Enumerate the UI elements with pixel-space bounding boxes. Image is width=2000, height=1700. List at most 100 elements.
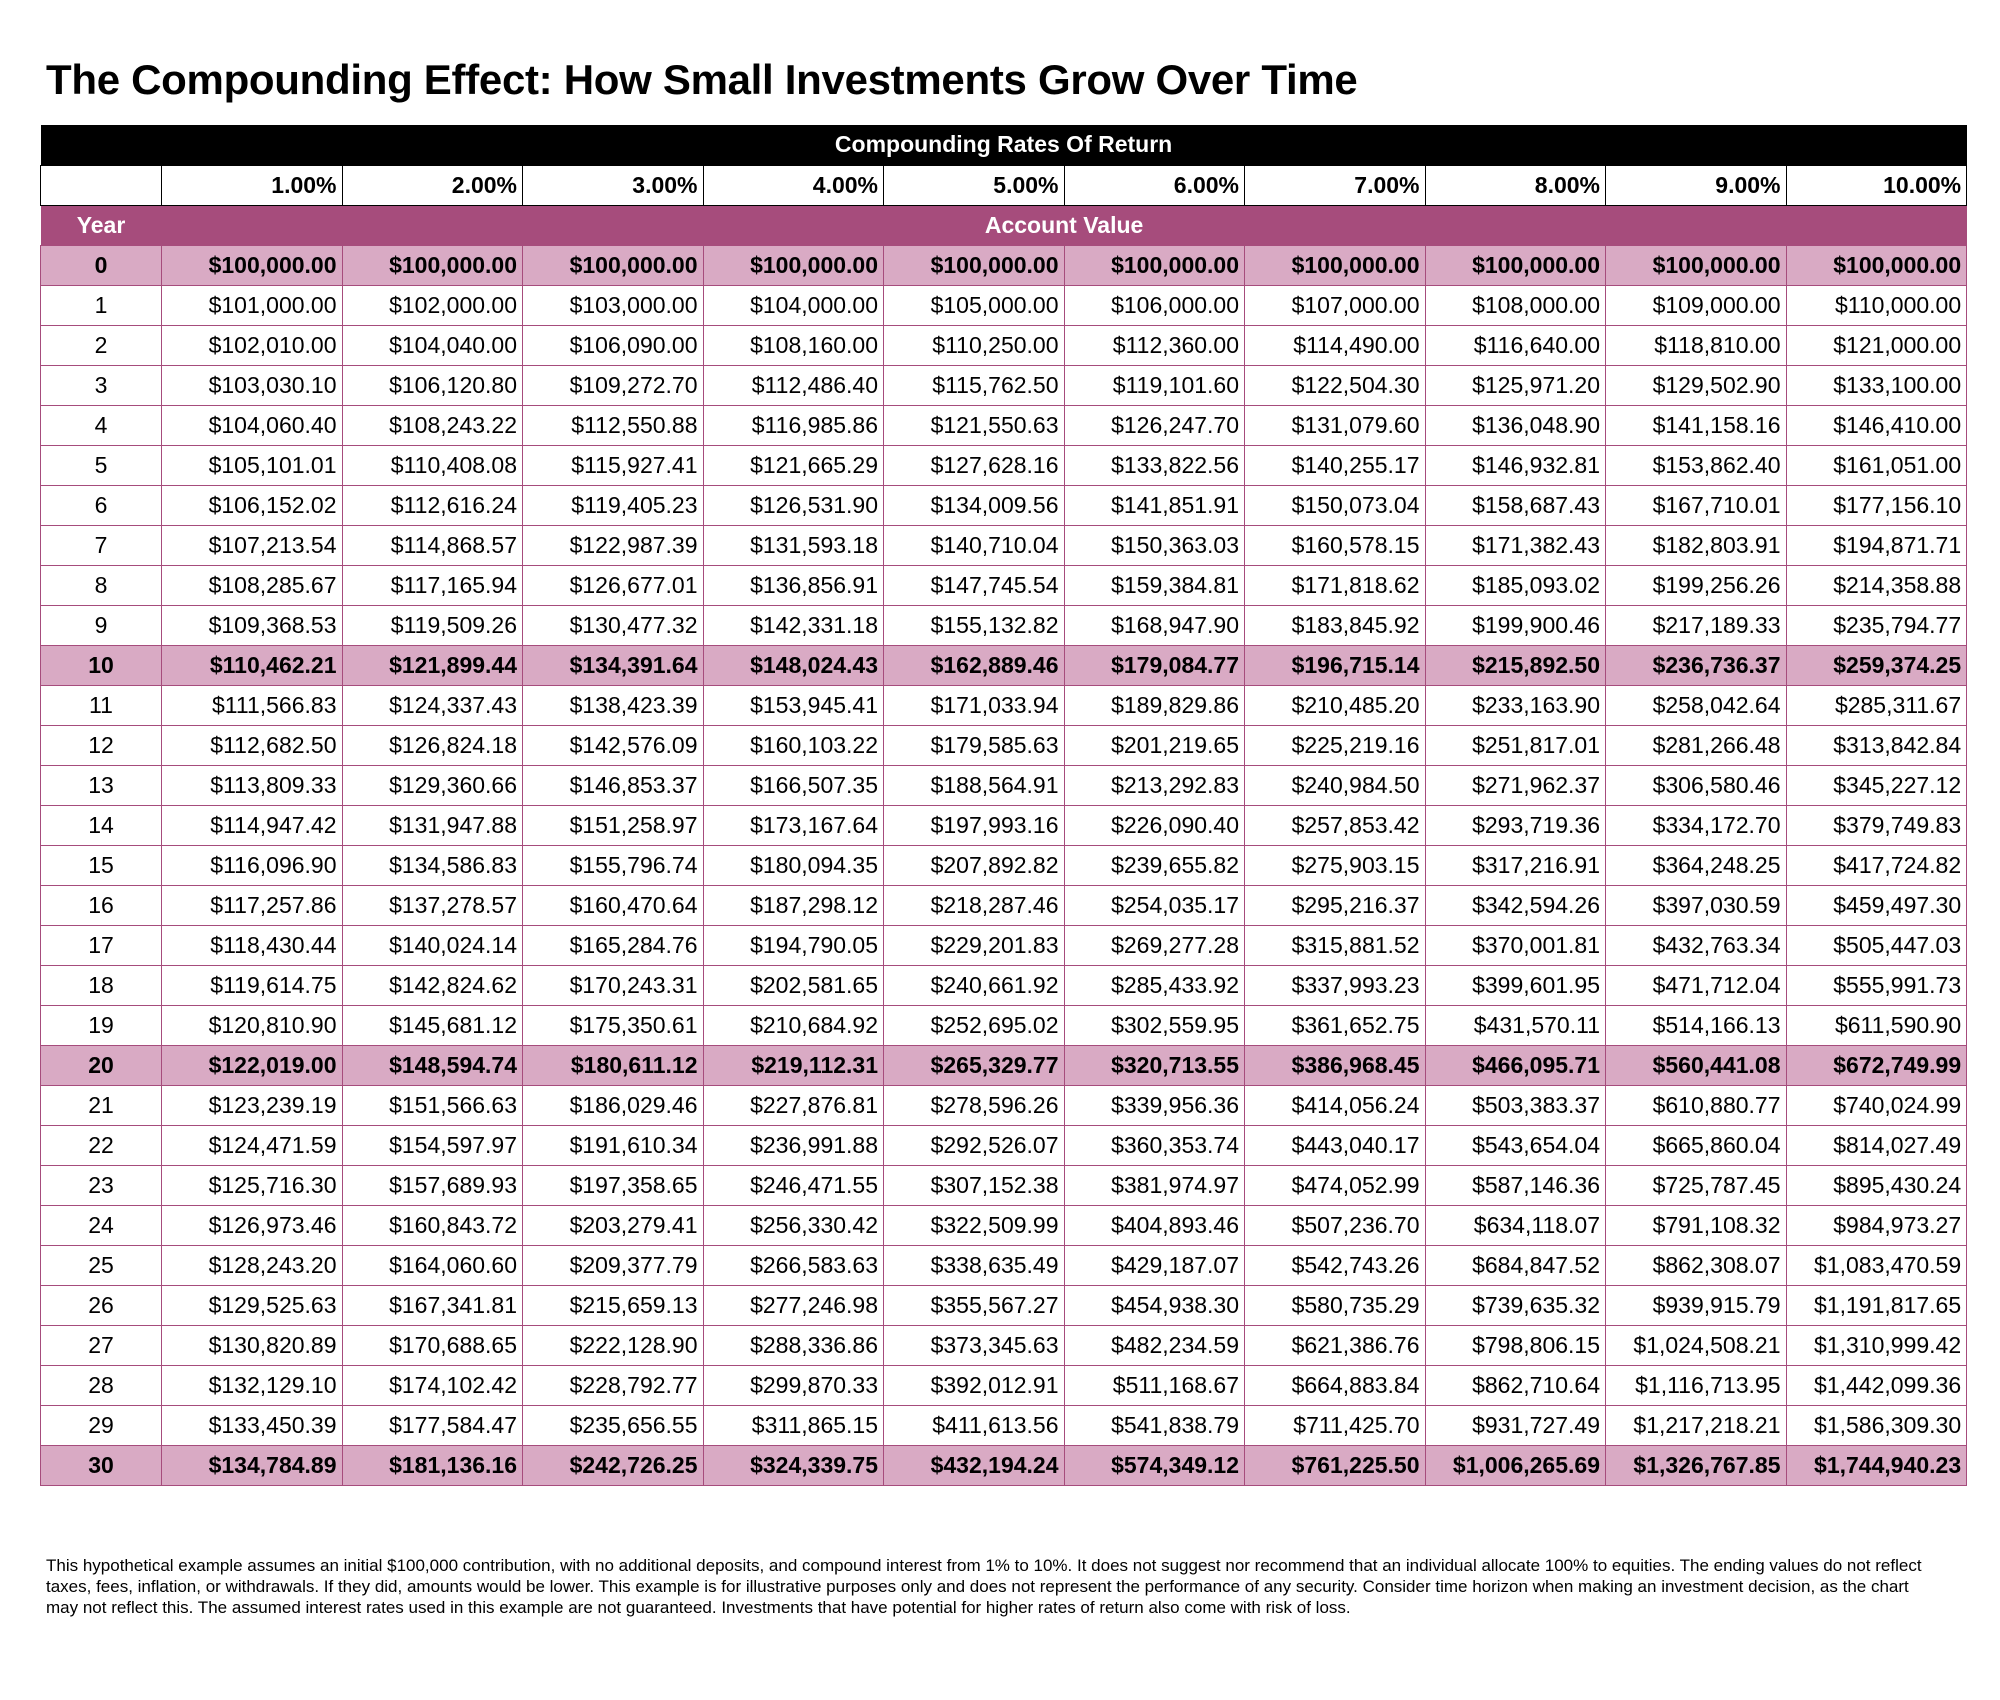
account-value-cell: $109,272.70 — [522, 364, 704, 406]
account-value-cell: $235,656.55 — [522, 1404, 704, 1446]
account-value-cell: $174,102.42 — [341, 1364, 523, 1406]
account-value-cell: $138,423.39 — [522, 684, 704, 726]
account-value-cell: $277,246.98 — [702, 1284, 884, 1326]
account-value-cell: $227,876.81 — [702, 1084, 884, 1126]
account-value-cell: $123,239.19 — [161, 1084, 343, 1126]
account-value-cell: $124,471.59 — [161, 1124, 343, 1166]
account-value-cell: $110,408.08 — [341, 444, 523, 486]
year-column-header: Year — [40, 205, 162, 245]
account-value-cell: $217,189.33 — [1605, 604, 1787, 646]
account-value-cell: $338,635.49 — [883, 1244, 1065, 1286]
year-cell: 2 — [40, 324, 162, 366]
account-value-cell: $114,868.57 — [341, 524, 523, 566]
account-value-cell: $104,060.40 — [161, 404, 343, 446]
account-value-cell: $1,744,940.23 — [1785, 1444, 1968, 1486]
account-value-cell: $507,236.70 — [1244, 1204, 1426, 1246]
account-value-cell: $110,462.21 — [161, 644, 343, 686]
account-value-cell: $429,187.07 — [1063, 1244, 1245, 1286]
account-value-cell: $474,052.99 — [1244, 1164, 1426, 1206]
account-value-cell: $170,688.65 — [341, 1324, 523, 1366]
account-value-cell: $109,000.00 — [1605, 284, 1787, 326]
account-value-cell: $119,509.26 — [341, 604, 523, 646]
account-value-cell: $107,000.00 — [1244, 284, 1426, 326]
account-value-cell: $179,585.63 — [883, 724, 1065, 766]
rate-header-blank — [40, 164, 162, 206]
account-value-cell: $136,048.90 — [1424, 404, 1606, 446]
account-value-cell: $1,024,508.21 — [1605, 1324, 1787, 1366]
account-value-cell: $119,614.75 — [161, 964, 343, 1006]
account-value-cell: $148,594.74 — [341, 1044, 523, 1086]
account-value-cell: $269,277.28 — [1063, 924, 1245, 966]
account-value-cell: $191,610.34 — [522, 1124, 704, 1166]
account-value-cell: $315,881.52 — [1244, 924, 1426, 966]
account-value-cell: $115,927.41 — [522, 444, 704, 486]
account-value-cell: $173,167.64 — [702, 804, 884, 846]
account-value-cell: $254,035.17 — [1063, 884, 1245, 926]
account-value-cell: $129,525.63 — [161, 1284, 343, 1326]
account-value-cell: $185,093.02 — [1424, 564, 1606, 606]
account-value-cell: $104,000.00 — [702, 284, 884, 326]
account-value-cell: $134,391.64 — [522, 644, 704, 686]
account-value-cell: $153,945.41 — [702, 684, 884, 726]
account-value-cell: $1,083,470.59 — [1785, 1244, 1968, 1286]
account-value-cell: $1,217,218.21 — [1605, 1404, 1787, 1446]
account-value-cell: $167,710.01 — [1605, 484, 1787, 526]
rate-header-cell: 8.00% — [1424, 164, 1606, 206]
account-value-cell: $580,735.29 — [1244, 1284, 1426, 1326]
account-value-cell: $146,932.81 — [1424, 444, 1606, 486]
account-value-cell: $431,570.11 — [1424, 1004, 1606, 1046]
account-value-cell: $166,507.35 — [702, 764, 884, 806]
account-value-cell: $543,654.04 — [1424, 1124, 1606, 1166]
account-value-cell: $560,441.08 — [1605, 1044, 1787, 1086]
account-value-cell: $252,695.02 — [883, 1004, 1065, 1046]
account-value-cell: $124,337.43 — [341, 684, 523, 726]
account-value-cell: $213,292.83 — [1063, 764, 1245, 806]
table-row: 11 $111,566.83 $124,337.43 $138,423.39 $153,… — [40, 684, 1968, 726]
table-row: 4 $104,060.40 $108,243.22 $112,550.88 $116,9… — [40, 404, 1968, 446]
year-cell: 3 — [40, 364, 162, 406]
account-value-cell: $158,687.43 — [1424, 484, 1606, 526]
year-cell: 1 — [40, 284, 162, 326]
account-value-cell: $134,784.89 — [161, 1444, 343, 1486]
account-value-cell: $432,194.24 — [883, 1444, 1065, 1486]
account-value-cell: $102,000.00 — [341, 284, 523, 326]
account-value-cell: $105,000.00 — [883, 284, 1065, 326]
account-value-cell: $411,613.56 — [883, 1404, 1065, 1446]
account-value-cell: $141,158.16 — [1605, 404, 1787, 446]
account-value-cell: $194,871.71 — [1785, 524, 1968, 566]
account-value-cell: $239,655.82 — [1063, 844, 1245, 886]
account-value-cell: $322,509.99 — [883, 1204, 1065, 1246]
account-value-cell: $155,796.74 — [522, 844, 704, 886]
rate-header-cell: 5.00% — [883, 164, 1065, 206]
account-value-cell: $109,368.53 — [161, 604, 343, 646]
account-value-cell: $432,763.34 — [1605, 924, 1787, 966]
account-value-cell: $118,810.00 — [1605, 324, 1787, 366]
account-value-cell: $320,713.55 — [1063, 1044, 1245, 1086]
table-row: 23 $125,716.30 $157,689.93 $197,358.65 $246,… — [40, 1164, 1968, 1206]
account-value-cell: $133,822.56 — [1063, 444, 1245, 486]
table-row: 12 $112,682.50 $126,824.18 $142,576.09 $160,… — [40, 724, 1968, 766]
account-value-cell: $106,000.00 — [1063, 284, 1245, 326]
account-value-cell: $251,817.01 — [1424, 724, 1606, 766]
account-value-cell: $126,677.01 — [522, 564, 704, 606]
account-value-cell: $246,471.55 — [702, 1164, 884, 1206]
account-value-cell: $113,809.33 — [161, 764, 343, 806]
account-value-cell: $159,384.81 — [1063, 564, 1245, 606]
account-value-cell: $471,712.04 — [1605, 964, 1787, 1006]
account-value-cell: $454,938.30 — [1063, 1284, 1245, 1326]
account-value-cell: $102,010.00 — [161, 324, 343, 366]
account-value-cell: $364,248.25 — [1605, 844, 1787, 886]
account-value-cell: $108,243.22 — [341, 404, 523, 446]
account-value-cell: $186,029.46 — [522, 1084, 704, 1126]
account-value-cell: $417,724.82 — [1785, 844, 1968, 886]
year-cell: 27 — [40, 1324, 162, 1366]
table-row: 7 $107,213.54 $114,868.57 $122,987.39 $131,5… — [40, 524, 1968, 566]
account-value-cell: $684,847.52 — [1424, 1244, 1606, 1286]
account-value-cell: $150,363.03 — [1063, 524, 1245, 566]
account-value-cell: $219,112.31 — [702, 1044, 884, 1086]
account-value-cell: $100,000.00 — [883, 244, 1065, 286]
table-row: 10 $110,462.21 $121,899.44 $134,391.64 $148,… — [40, 644, 1968, 686]
account-value-cell: $275,903.15 — [1244, 844, 1426, 886]
account-value-cell: $370,001.81 — [1424, 924, 1606, 966]
account-value-cell: $611,590.90 — [1785, 1004, 1968, 1046]
